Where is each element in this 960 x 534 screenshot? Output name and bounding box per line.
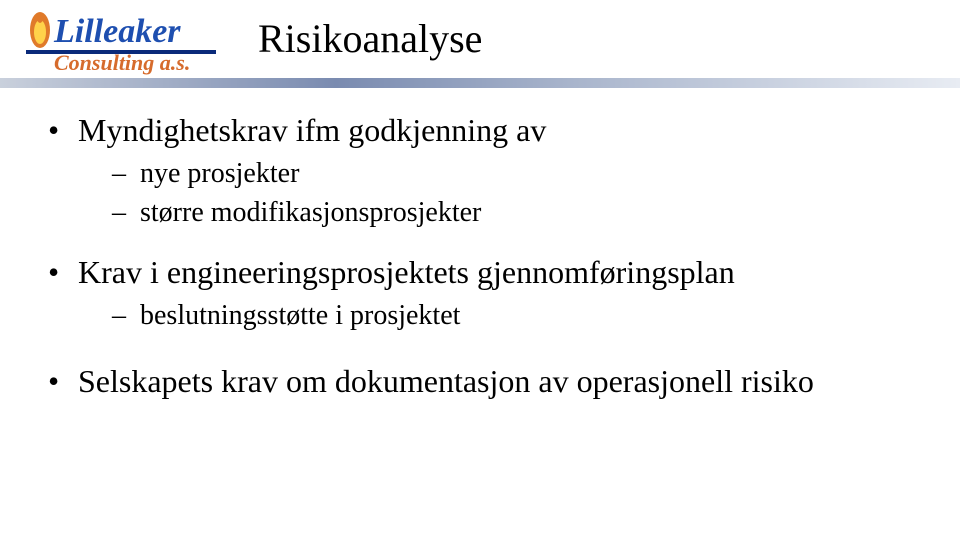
logo-svg: Lilleaker Consulting a.s. (24, 8, 244, 80)
sub-list: nye prosjekter større modifikasjonsprosj… (78, 156, 918, 230)
list-item-text: Myndighetskrav ifm godkjenning av (78, 112, 546, 148)
sub-list-item-text: beslutningsstøtte i prosjektet (140, 300, 460, 331)
content: Myndighetskrav ifm godkjenning av nye pr… (48, 110, 918, 423)
title-block: Risikoanalyse (258, 8, 482, 68)
bullet-list: Myndighetskrav ifm godkjenning av nye pr… (48, 110, 918, 401)
slide: Lilleaker Consulting a.s. Risikoanalyse (0, 0, 960, 534)
logo-subtitle: Consulting a.s. (54, 50, 190, 75)
page-title: Risikoanalyse (258, 15, 482, 62)
header: Lilleaker Consulting a.s. Risikoanalyse (0, 8, 960, 80)
sub-list-item: beslutningsstøtte i prosjektet (98, 298, 918, 333)
list-item: Selskapets krav om dokumentasjon av oper… (48, 361, 918, 401)
header-gradient-bar (0, 78, 960, 88)
sub-list-item-text: større modifikasjonsprosjekter (140, 197, 481, 228)
list-item: Krav i engineeringsprosjektets gjennomfø… (48, 252, 918, 333)
logo-company-name: Lilleaker (53, 13, 181, 50)
list-item-text: Selskapets krav om dokumentasjon av oper… (78, 363, 814, 399)
logo: Lilleaker Consulting a.s. (24, 8, 244, 78)
list-item: Myndighetskrav ifm godkjenning av nye pr… (48, 110, 918, 230)
sub-list-item: nye prosjekter (98, 156, 918, 191)
sub-list-item-text: nye prosjekter (140, 158, 299, 189)
sub-list-item: større modifikasjonsprosjekter (98, 195, 918, 230)
sub-list: beslutningsstøtte i prosjektet (78, 298, 918, 333)
list-item-text: Krav i engineeringsprosjektets gjennomfø… (78, 254, 735, 290)
